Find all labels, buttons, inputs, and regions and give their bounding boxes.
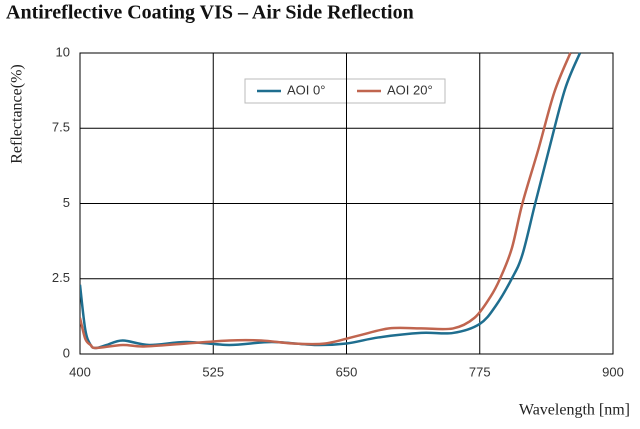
y-axis-label: Reflectance(%) [9, 64, 26, 163]
y-tick-label: 2.5 [52, 270, 70, 285]
legend-label: AOI 0° [287, 82, 325, 97]
x-tick-label: 650 [336, 364, 358, 379]
x-tick-label: 525 [202, 364, 224, 379]
x-tick-label: 775 [469, 364, 491, 379]
legend-label: AOI 20° [387, 82, 433, 97]
x-axis-label: Wavelength [nm] [519, 402, 630, 419]
data-line [80, 52, 572, 350]
x-tick-label: 400 [69, 364, 91, 379]
y-tick-label: 10 [56, 44, 70, 59]
x-tick-label: 900 [602, 364, 624, 379]
chart-title: Antireflective Coating VIS – Air Side Re… [6, 2, 414, 24]
y-tick-label: 7.5 [52, 120, 70, 135]
y-tick-label: 5 [63, 195, 70, 210]
y-tick-label: 0 [63, 345, 70, 360]
